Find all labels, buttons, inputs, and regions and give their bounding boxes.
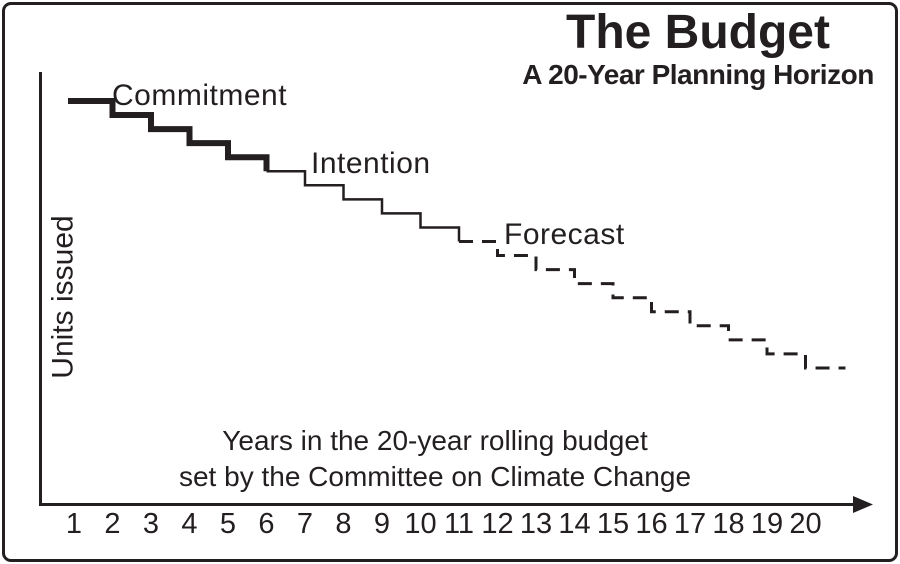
series-label-forecast: Forecast [504, 218, 625, 251]
series-line-commitment [68, 98, 270, 172]
x-tick-label-14: 14 [558, 508, 591, 540]
series-label-commitment: Commitment [112, 79, 288, 112]
x-axis-arrowhead-icon [853, 496, 873, 513]
x-tick-label-12: 12 [481, 508, 514, 540]
x-tick-label-19: 19 [750, 508, 784, 540]
x-tick-label-13: 13 [519, 508, 553, 540]
x-tick-label-10: 10 [404, 508, 437, 540]
chart-subtitle: A 20-Year Planning Horizon [522, 59, 874, 90]
title-block: The Budget A 20-Year Planning Horizon [478, 8, 900, 90]
x-tick-label-9: 9 [373, 508, 391, 540]
series-label-intention: Intention [311, 147, 431, 180]
x-tick-row: 1 2 3 4 5 6 7 8 9 10 11 12 13 14 15 16 17 18 19 20 [0, 508, 900, 542]
series-line-forecast [459, 240, 846, 370]
chart-title: The Budget [566, 6, 830, 59]
x-tick-label-16: 16 [635, 508, 668, 540]
x-tick-label-7: 7 [296, 508, 314, 540]
x-tick-label-3: 3 [142, 508, 160, 540]
x-tick-label-4: 4 [181, 508, 198, 540]
x-axis-caption-line2: set by the Committee on Climate Change [178, 461, 692, 492]
x-tick-label-15: 15 [596, 508, 630, 540]
x-tick-label-1: 1 [65, 508, 83, 540]
series-line-intention [266, 170, 461, 242]
x-tick-label-20: 20 [789, 508, 822, 540]
x-tick-label-6: 6 [258, 508, 275, 540]
series-lines [68, 98, 846, 370]
x-axis-caption: Years in the 20-year rolling budget set … [40, 423, 830, 495]
x-tick-label-2: 2 [104, 508, 121, 540]
x-tick-label-18: 18 [712, 508, 745, 540]
x-tick-label-11: 11 [443, 508, 475, 540]
x-axis-caption-line1: Years in the 20-year rolling budget [222, 425, 648, 456]
x-tick-label-5: 5 [219, 508, 237, 540]
x-tick-label-17: 17 [673, 508, 707, 540]
x-tick-label-8: 8 [335, 508, 352, 540]
